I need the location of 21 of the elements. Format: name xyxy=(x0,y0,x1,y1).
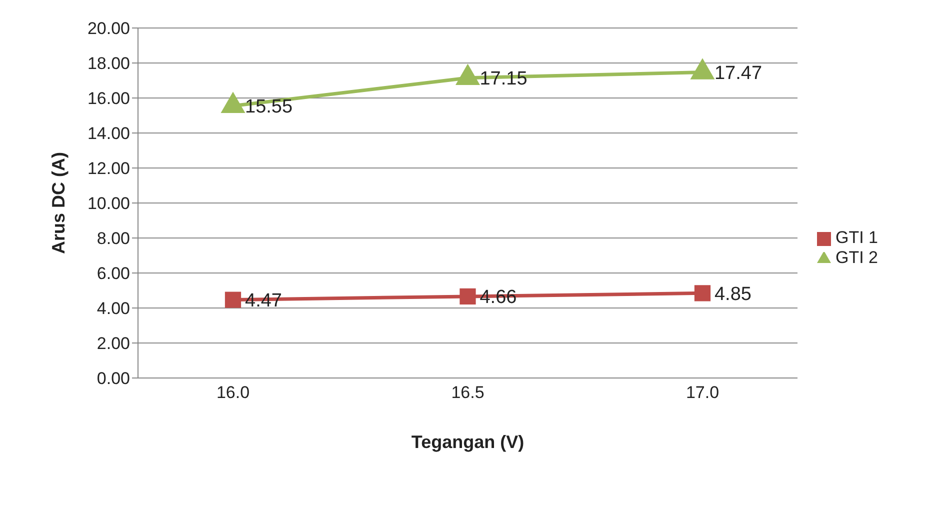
data-label: 15.55 xyxy=(245,96,293,118)
y-tick-label: 14.00 xyxy=(87,124,130,144)
y-tick-label: 18.00 xyxy=(87,54,130,74)
y-tick-label: 0.00 xyxy=(96,369,130,388)
x-tick-label: 17.0 xyxy=(686,383,720,402)
y-tick-label: 12.00 xyxy=(87,159,130,178)
data-label: 4.85 xyxy=(714,284,752,305)
y-tick-label: 6.00 xyxy=(96,264,130,284)
data-label: 17.47 xyxy=(714,63,762,84)
x-tick-label: 16.5 xyxy=(451,383,484,402)
y-tick-label: 10.00 xyxy=(87,194,130,214)
legend-label: GTI 2 xyxy=(835,248,878,267)
y-axis-title: Arus DC (A) xyxy=(48,152,68,254)
x-axis-title: Tegangan (V) xyxy=(411,432,524,452)
y-tick-label: 8.00 xyxy=(96,229,130,248)
y-tick-label: 16.00 xyxy=(87,89,130,108)
y-tick-label: 2.00 xyxy=(96,334,130,354)
y-tick-label: 20.00 xyxy=(87,19,130,38)
x-tick-label: 16.0 xyxy=(216,383,250,402)
legend-label: GTI 1 xyxy=(835,228,878,247)
y-tick-label: 4.00 xyxy=(96,299,130,318)
